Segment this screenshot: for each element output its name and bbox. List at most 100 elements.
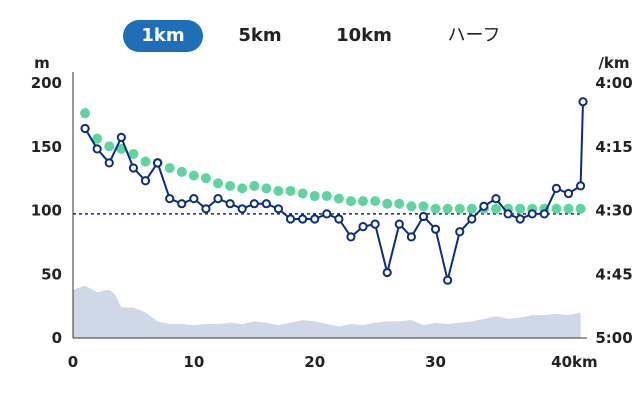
pace-point xyxy=(382,267,392,278)
target-pace-point xyxy=(394,198,405,209)
pace-point xyxy=(285,214,296,224)
pace-point xyxy=(575,181,586,191)
y-tick-label-left: 50 xyxy=(41,265,62,283)
target-pace-point xyxy=(80,108,91,119)
pace-point xyxy=(515,214,525,224)
target-pace-point xyxy=(563,203,574,214)
pace-point xyxy=(503,209,513,219)
target-pace-point xyxy=(430,203,441,214)
pace-point xyxy=(213,194,223,204)
target-pace-point xyxy=(92,133,103,144)
pace-point xyxy=(225,199,235,209)
target-pace-point xyxy=(382,198,393,209)
pace-point xyxy=(430,224,441,234)
target-pace-point xyxy=(442,203,453,214)
tab-5km[interactable]: 5km xyxy=(238,25,282,46)
target-pace-point xyxy=(358,196,369,207)
target-pace-point xyxy=(164,163,175,173)
target-pace-point xyxy=(273,185,284,196)
pace-point xyxy=(165,194,175,204)
pace-point xyxy=(249,199,259,209)
pace-point xyxy=(140,176,151,186)
pace-point xyxy=(455,227,465,237)
pace-point xyxy=(563,188,574,199)
pace-point xyxy=(527,209,537,219)
pace-point xyxy=(189,194,199,204)
target-pace-point xyxy=(418,201,429,212)
pace-point xyxy=(310,214,320,224)
pace-point xyxy=(443,275,453,285)
tab-1km[interactable]: 1km xyxy=(123,20,203,52)
pace-line xyxy=(84,101,584,281)
x-tick-label: 0 xyxy=(68,353,78,371)
y-tick-label-right: 4:45 xyxy=(595,265,632,283)
y-tick-label-right: 4:15 xyxy=(595,138,632,156)
target-pace-point xyxy=(490,203,501,214)
pace-point xyxy=(80,123,90,134)
distance-tab-bar: 1km 5km 10km ハーフ xyxy=(0,20,643,54)
pace-point xyxy=(237,204,247,214)
target-pace-point xyxy=(261,183,272,194)
target-pace-point xyxy=(225,180,236,191)
pace-point xyxy=(322,209,332,219)
pace-point xyxy=(261,199,271,209)
pace-point xyxy=(479,201,489,211)
pace-point xyxy=(358,222,368,232)
tab-half[interactable]: ハーフ xyxy=(447,25,501,46)
target-pace-point xyxy=(213,178,224,189)
pace-point xyxy=(273,204,284,214)
pace-point xyxy=(92,144,102,154)
target-pace-point xyxy=(249,180,260,191)
pace-point xyxy=(551,183,562,193)
target-pace-point xyxy=(140,156,151,167)
pace-point xyxy=(406,232,416,242)
tab-10km[interactable]: 10km xyxy=(336,25,392,46)
pace-point xyxy=(334,214,344,224)
target-pace-point xyxy=(128,148,139,159)
y-tick-label-left: 150 xyxy=(31,138,62,156)
target-pace-point xyxy=(188,170,199,181)
target-pace-point xyxy=(176,166,187,177)
left-axis-label: m xyxy=(34,54,50,72)
target-pace-point xyxy=(237,183,248,194)
pace-point xyxy=(177,199,187,209)
pace-point xyxy=(116,132,126,142)
target-pace-point xyxy=(200,173,211,184)
pace-point xyxy=(201,204,211,214)
pace-point xyxy=(128,163,139,173)
target-pace-point xyxy=(104,141,115,152)
elevation-area xyxy=(73,285,581,338)
target-pace-point xyxy=(345,196,356,207)
target-pace-point xyxy=(309,191,320,202)
pace-point xyxy=(104,158,114,168)
target-pace-point xyxy=(285,185,296,196)
x-tick-label: 20 xyxy=(304,353,325,371)
target-pace-point xyxy=(466,203,477,214)
pace-point xyxy=(394,219,404,229)
target-pace-point xyxy=(575,203,586,214)
target-pace-point xyxy=(321,191,332,202)
y-tick-label-right: 4:00 xyxy=(595,74,632,92)
y-tick-label-right: 5:00 xyxy=(595,329,632,347)
pace-point xyxy=(152,158,163,168)
x-tick-label: 40km xyxy=(551,353,597,371)
y-tick-label-left: 0 xyxy=(52,329,62,347)
target-pace-point xyxy=(297,188,308,199)
y-tick-label-left: 200 xyxy=(31,74,62,92)
target-pace-point xyxy=(370,196,381,207)
pace-point xyxy=(539,209,549,219)
target-pace-point xyxy=(333,193,344,204)
x-tick-label: 30 xyxy=(425,353,446,371)
pace-point xyxy=(418,211,429,222)
target-pace-point xyxy=(551,203,562,214)
y-tick-label-right: 4:30 xyxy=(595,202,632,220)
pace-point xyxy=(491,194,501,204)
y-tick-label-left: 100 xyxy=(31,202,62,220)
pace-point xyxy=(578,97,588,107)
right-axis-label: /km xyxy=(598,54,629,72)
target-pace-point xyxy=(406,201,417,212)
pace-point xyxy=(370,219,380,229)
x-tick-label: 10 xyxy=(183,353,204,371)
pace-point xyxy=(298,214,308,224)
